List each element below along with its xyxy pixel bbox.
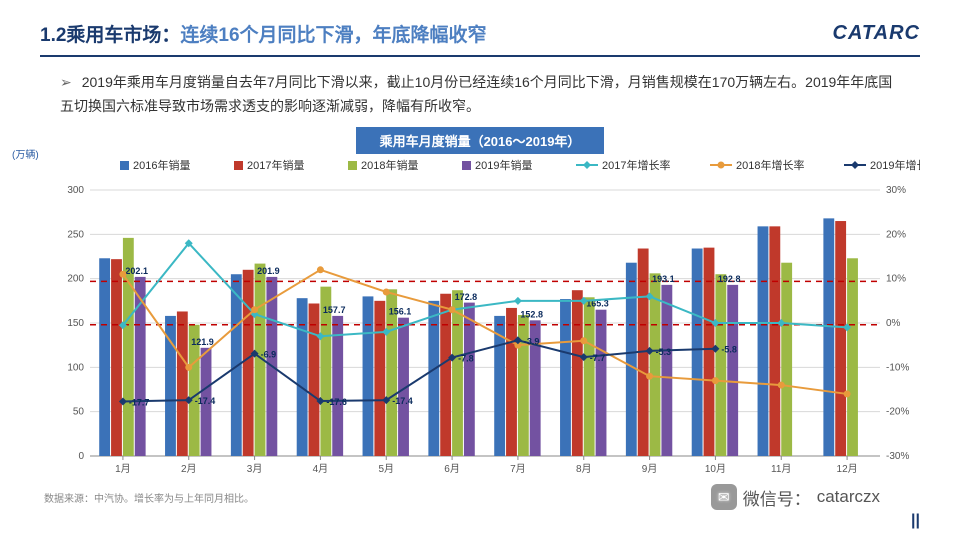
svg-text:4月: 4月 (313, 463, 329, 475)
title-subtitle: 连续16个月同比下滑，年底降幅收窄 (180, 25, 486, 46)
footer-mark: || (911, 512, 920, 530)
svg-text:121.9: 121.9 (191, 337, 214, 347)
svg-text:156.1: 156.1 (389, 306, 412, 316)
svg-text:0%: 0% (886, 318, 901, 329)
svg-text:-5.8: -5.8 (721, 344, 737, 354)
svg-text:2019年增长率: 2019年增长率 (870, 158, 920, 172)
logo: CATARC (833, 22, 920, 45)
svg-text:-30%: -30% (886, 451, 909, 462)
svg-text:201.9: 201.9 (257, 266, 280, 276)
bullet-text: 2019年乘用车月度销量自去年7月同比下滑以来，截止10月份已经连续16个月同比… (60, 71, 900, 119)
svg-text:2018年销量: 2018年销量 (361, 158, 418, 172)
svg-text:2016年销量: 2016年销量 (133, 158, 190, 172)
svg-text:2019年销量: 2019年销量 (475, 158, 532, 172)
svg-text:-17.6: -17.6 (326, 397, 347, 407)
wechat-icon: ✉ (711, 484, 737, 510)
chart-svg: 0 50 100 150 200 250 300 -30% -20% -10% 0% 10% 20% 30… (40, 156, 920, 486)
svg-text:12月: 12月 (837, 463, 858, 475)
svg-text:-7.8: -7.8 (458, 353, 474, 363)
header: 1.2乘用车市场：连续16个月同比下滑，年底降幅收窄 CATARC (40, 20, 920, 57)
wechat-watermark: ✉ 微信号： catarczx (711, 484, 880, 510)
svg-text:-17.4: -17.4 (195, 396, 216, 406)
svg-text:-17.7: -17.7 (129, 397, 150, 407)
chart-title: 乘用车月度销量（2016～2019年） (356, 127, 605, 154)
svg-text:-17.4: -17.4 (392, 396, 413, 406)
svg-text:8月: 8月 (576, 463, 592, 475)
svg-text:6月: 6月 (444, 463, 460, 475)
svg-text:152.8: 152.8 (520, 309, 543, 319)
svg-text:192.8: 192.8 (718, 274, 741, 284)
svg-text:5月: 5月 (378, 463, 394, 475)
svg-text:10月: 10月 (705, 463, 726, 475)
svg-text:2018年增长率: 2018年增长率 (736, 158, 804, 172)
svg-text:200: 200 (67, 273, 84, 284)
svg-text:250: 250 (67, 229, 84, 240)
svg-text:150: 150 (67, 318, 84, 329)
svg-text:7月: 7月 (510, 463, 526, 475)
svg-text:3月: 3月 (247, 463, 263, 475)
wechat-label: 微信号： (743, 485, 811, 510)
svg-text:193.1: 193.1 (652, 273, 675, 283)
chart-title-bar: 乘用车月度销量（2016～2019年） (40, 127, 920, 154)
svg-text:50: 50 (73, 406, 85, 417)
svg-text:-6.9: -6.9 (261, 349, 277, 359)
chart: (万辆) 050100150200250300-30%-20%-10%0%10%… (40, 156, 920, 486)
svg-text:-20%: -20% (886, 406, 909, 417)
title-main: 1.2乘用车市场： (40, 25, 180, 46)
svg-text:2017年销量: 2017年销量 (247, 158, 304, 172)
svg-text:2月: 2月 (181, 463, 197, 475)
svg-text:11月: 11月 (771, 463, 791, 475)
svg-text:10%: 10% (886, 273, 906, 284)
svg-text:30%: 30% (886, 185, 906, 196)
svg-text:300: 300 (67, 185, 84, 196)
wechat-id: catarczx (817, 487, 880, 507)
svg-text:-7.7: -7.7 (590, 353, 606, 363)
svg-text:-3.9: -3.9 (524, 336, 540, 346)
svg-text:202.1: 202.1 (125, 265, 148, 275)
y1-axis-label: (万辆) (12, 146, 39, 161)
svg-text:9月: 9月 (642, 463, 658, 475)
svg-text:157.7: 157.7 (323, 305, 346, 315)
page-title: 1.2乘用车市场：连续16个月同比下滑，年底降幅收窄 (40, 20, 487, 47)
svg-text:100: 100 (67, 362, 84, 373)
svg-text:0: 0 (78, 451, 84, 462)
svg-text:172.8: 172.8 (455, 291, 478, 301)
svg-text:2017年增长率: 2017年增长率 (602, 158, 670, 172)
svg-text:1月: 1月 (115, 463, 131, 475)
svg-text:-10%: -10% (886, 362, 909, 373)
svg-text:-5.3: -5.3 (656, 347, 672, 357)
svg-text:20%: 20% (886, 229, 906, 240)
